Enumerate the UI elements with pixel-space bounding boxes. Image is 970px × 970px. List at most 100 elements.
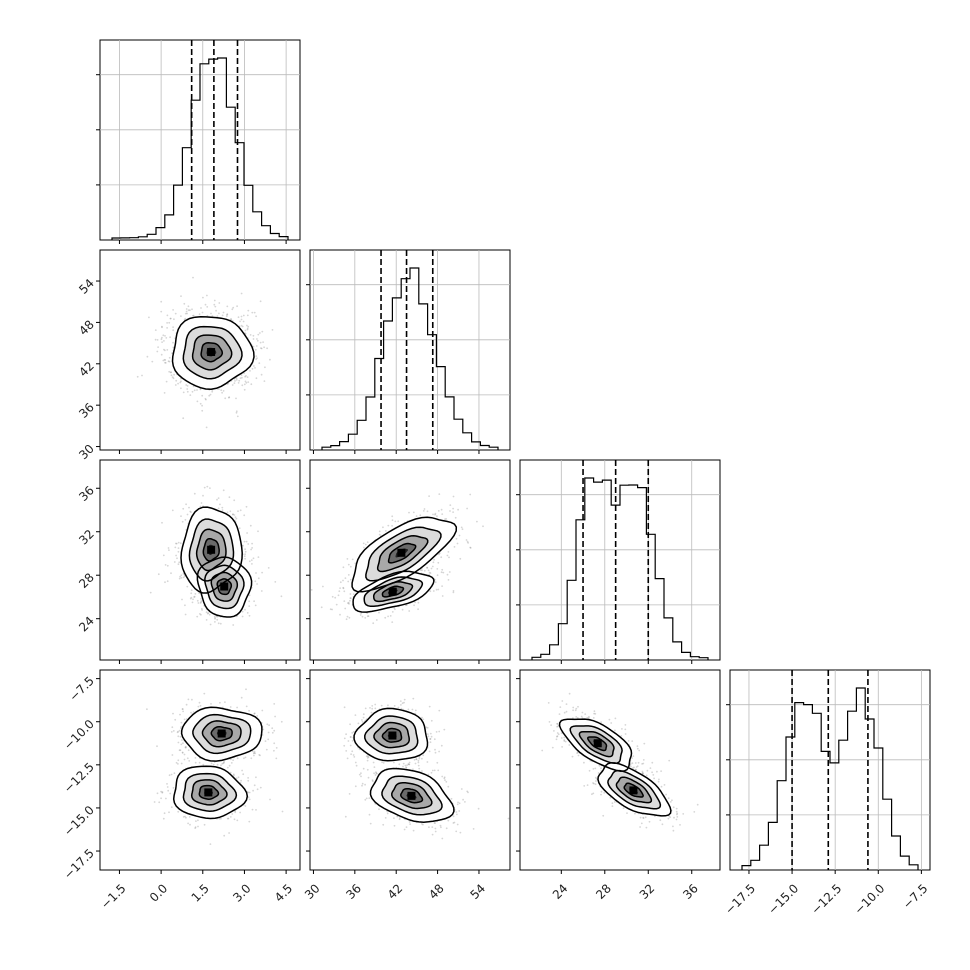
scatter-point [202, 296, 204, 299]
scatter-point [449, 504, 452, 506]
scatter-point [187, 822, 189, 825]
scatter-point [169, 317, 172, 320]
scatter-point [218, 388, 220, 390]
scatter-point [255, 776, 257, 779]
scatter-point [164, 335, 166, 337]
scatter-point [232, 513, 234, 515]
scatter-point [184, 317, 187, 320]
scatter-point [192, 276, 194, 279]
scatter-point [166, 314, 169, 317]
scatter-point [180, 387, 182, 390]
scatter-point [251, 367, 254, 370]
scatter-point [386, 812, 389, 815]
scatter-point [166, 564, 169, 567]
scatter-point [233, 818, 236, 821]
contour-line [363, 576, 424, 608]
scatter-point [169, 792, 172, 795]
scatter-point [257, 530, 259, 533]
scatter-point [192, 711, 195, 713]
scatter-point [423, 508, 426, 510]
scatter-point [184, 613, 187, 616]
scatter-point [267, 731, 270, 734]
scatter-point [222, 311, 225, 314]
scatter-point [397, 520, 400, 523]
scatter-point [224, 701, 226, 703]
scatter-point [182, 391, 185, 394]
scatter-point [465, 539, 468, 541]
scatter-point [213, 615, 216, 618]
scatter-point [263, 380, 266, 382]
scatter-point [240, 315, 243, 318]
scatter-point [452, 495, 455, 498]
scatter-point [180, 727, 182, 730]
scatter-point [181, 708, 184, 710]
scatter-point [350, 736, 352, 738]
scatter-point [434, 512, 437, 515]
scatter-point [161, 791, 164, 794]
density-peak [220, 582, 229, 591]
scatter-point [257, 333, 260, 336]
scatter-point [240, 292, 243, 295]
scatter-point [184, 746, 187, 749]
scatter-point [251, 311, 254, 314]
scatter-point [164, 349, 166, 352]
scatter-point [171, 509, 174, 512]
scatter-point [355, 764, 358, 767]
scatter-point [184, 745, 187, 748]
scatter-point [240, 318, 243, 321]
scatter-point [172, 341, 174, 344]
scatter-point [436, 515, 438, 518]
scatter-point [368, 813, 371, 816]
scatter-point [201, 404, 203, 407]
contour-line [192, 713, 252, 755]
scatter-point [255, 809, 257, 811]
scatter-point [148, 316, 150, 319]
contour-line [172, 765, 249, 820]
scatter-point [211, 390, 214, 393]
scatter-point [226, 313, 228, 316]
scatter-point [180, 743, 183, 746]
scatter-point [203, 823, 206, 826]
scatter-point [197, 819, 199, 822]
scatter-point [275, 757, 278, 760]
scatter-point [258, 362, 261, 364]
scatter-point [367, 756, 370, 758]
scatter-point [245, 381, 248, 384]
histogram-panel [96, 39, 301, 244]
scatter-point [349, 599, 351, 602]
scatter-point [170, 371, 172, 373]
scatter-point [232, 624, 235, 626]
scatter-point [183, 318, 186, 321]
scatter-point [206, 306, 209, 308]
scatter-point [441, 585, 443, 587]
scatter-point [245, 705, 248, 708]
scatter-point [177, 541, 180, 544]
scatter-point [201, 394, 204, 397]
scatter-point [246, 612, 249, 614]
scatter-point [264, 740, 267, 742]
scatter-point [344, 607, 347, 610]
scatter-point [271, 731, 274, 734]
scatter-point [464, 801, 466, 803]
scatter-point [181, 708, 184, 710]
scatter-point [254, 367, 256, 369]
scatter-point [170, 806, 173, 809]
scatter-point [452, 590, 455, 592]
scatter-point [257, 556, 260, 558]
scatter-point [168, 811, 170, 814]
scatter-point [216, 618, 219, 621]
contour-line [190, 779, 228, 806]
scatter-point [266, 723, 269, 726]
scatter-point [248, 709, 251, 712]
scatter-point [329, 608, 332, 611]
scatter-point [162, 359, 165, 362]
scatter-point [254, 752, 257, 755]
scatter-point [187, 309, 190, 312]
scatter-point [209, 487, 211, 489]
scatter-point [391, 519, 394, 522]
scatter-point [195, 820, 197, 822]
scatter-point [215, 309, 217, 312]
scatter-point [202, 763, 205, 766]
scatter-point [244, 553, 247, 556]
scatter-point [349, 597, 352, 599]
